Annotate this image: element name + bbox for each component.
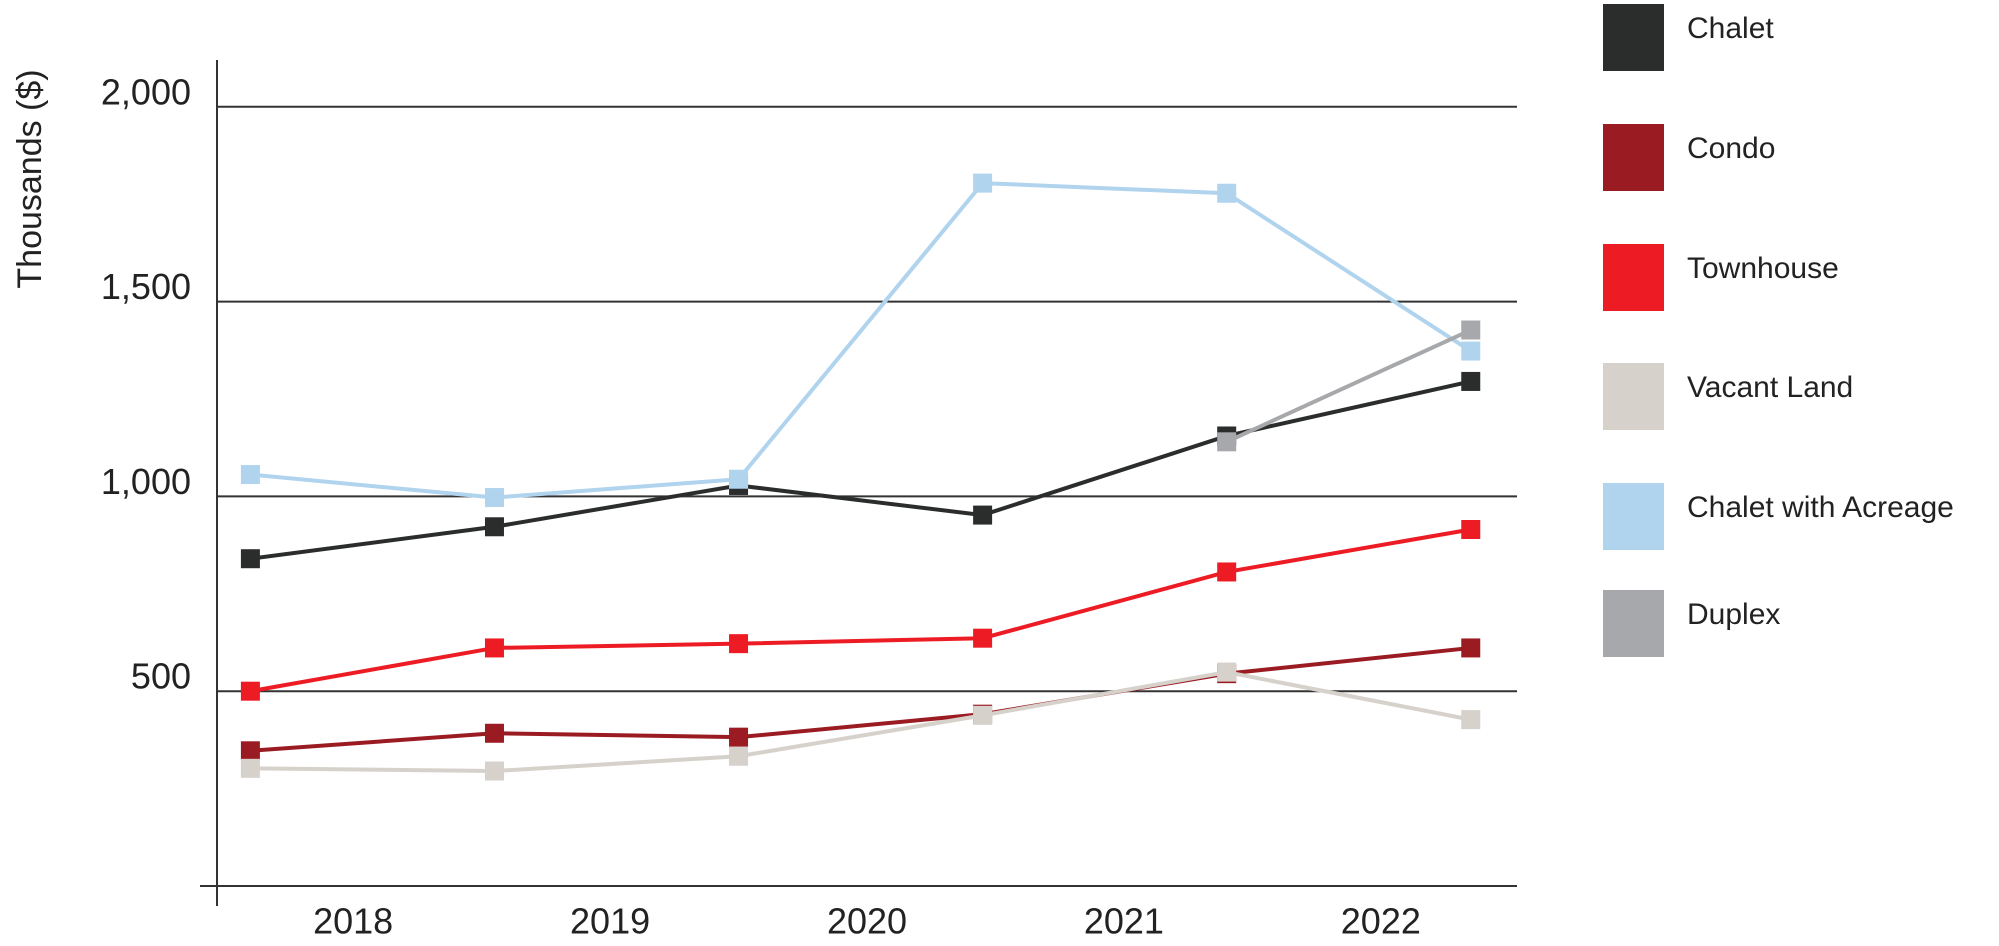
legend-label: Duplex: [1687, 598, 1780, 631]
data-point: [240, 758, 260, 778]
x-tick-label: 2022: [1341, 901, 1421, 942]
data-point: [729, 746, 749, 766]
data-point: [729, 469, 749, 489]
data-point: [1217, 432, 1237, 452]
y-tick-label: 1,000: [101, 461, 191, 502]
legend-swatch: [1603, 483, 1664, 550]
legend-label: Townhouse: [1687, 252, 1839, 285]
series-line: [250, 181, 1472, 500]
data-point: [1217, 183, 1237, 203]
data-point: [240, 741, 260, 761]
data-point: [240, 549, 260, 569]
y-tick-label: 500: [131, 656, 191, 697]
legend-swatch: [1603, 590, 1664, 657]
data-point: [484, 723, 504, 743]
series-line: [250, 527, 1472, 694]
legend-label: Chalet: [1687, 12, 1774, 45]
data-point: [1461, 371, 1481, 391]
data-point: [1461, 710, 1481, 730]
data-point: [240, 465, 260, 485]
data-point: [1461, 341, 1481, 361]
data-point: [1461, 519, 1481, 539]
legend-swatch: [1603, 244, 1664, 311]
legend-swatch: [1603, 124, 1664, 191]
data-point: [1461, 638, 1481, 658]
data-point: [973, 628, 993, 648]
data-point: [1217, 662, 1237, 682]
data-point: [484, 638, 504, 658]
data-point: [484, 517, 504, 537]
y-axis-label: Thousands ($): [11, 69, 49, 288]
legend-label: Vacant Land: [1687, 371, 1853, 404]
y-tick-label: 2,000: [101, 71, 191, 112]
data-point: [484, 761, 504, 781]
x-tick-label: 2019: [570, 901, 650, 942]
y-tick-label: 1,500: [101, 266, 191, 307]
x-tick-label: 2020: [827, 901, 907, 942]
series-line: [1225, 328, 1472, 444]
data-point: [1461, 320, 1481, 340]
legend-label: Chalet with Acreage: [1687, 491, 1954, 524]
legend-swatch: [1603, 363, 1664, 430]
x-tick-label: 2021: [1084, 901, 1164, 942]
data-point: [484, 488, 504, 508]
series-line: [250, 645, 1471, 753]
data-point: [973, 173, 993, 193]
series-line: [250, 379, 1472, 561]
data-point: [729, 727, 749, 747]
data-point: [973, 705, 993, 725]
legend-label: Condo: [1687, 132, 1775, 165]
data-point: [1217, 562, 1237, 582]
data-point: [973, 505, 993, 525]
x-tick-label: 2018: [313, 901, 393, 942]
data-point: [240, 681, 260, 701]
data-point: [729, 634, 749, 654]
series-line: [250, 670, 1472, 774]
legend-swatch: [1603, 4, 1664, 71]
